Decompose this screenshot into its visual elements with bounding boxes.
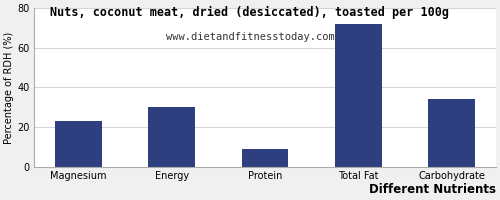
Bar (428, 99, 475, 167)
Bar (242, 149, 288, 167)
Bar (55, 121, 102, 167)
Bar (148, 107, 195, 167)
Y-axis label: Percentage of RDH (%): Percentage of RDH (%) (4, 31, 14, 144)
Text: Nuts, coconut meat, dried (desiccated), toasted per 100g: Nuts, coconut meat, dried (desiccated), … (50, 6, 450, 19)
Text: www.dietandfitnesstoday.com: www.dietandfitnesstoday.com (166, 32, 334, 42)
Bar (335, 24, 382, 167)
X-axis label: Different Nutrients: Different Nutrients (369, 183, 496, 196)
